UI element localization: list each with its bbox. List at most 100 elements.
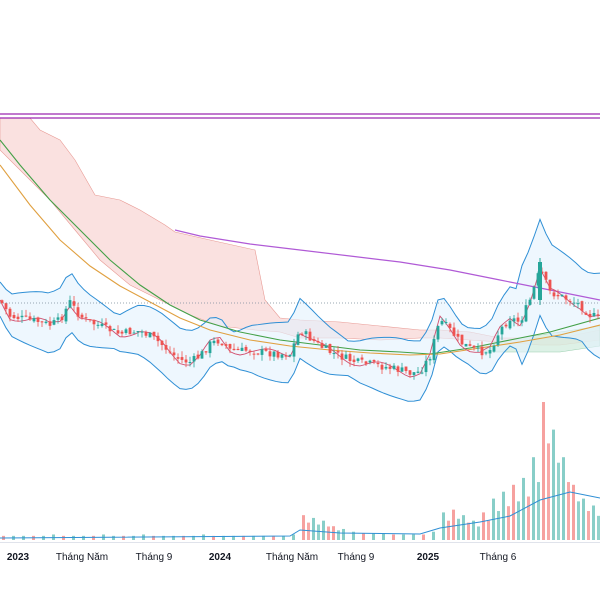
x-tick-label: 2023 bbox=[6, 552, 30, 563]
candle-body bbox=[204, 351, 208, 353]
volume-ma-line bbox=[0, 491, 600, 539]
candle-body bbox=[0, 300, 4, 304]
candle-body bbox=[16, 316, 20, 319]
volume-bar bbox=[462, 515, 465, 540]
volume-bar bbox=[342, 528, 345, 540]
candle-body bbox=[440, 321, 444, 325]
candle-body bbox=[292, 343, 296, 357]
ma-slow-line bbox=[0, 164, 600, 356]
candle-body bbox=[412, 372, 416, 375]
candle-body bbox=[444, 322, 448, 324]
candle-body bbox=[264, 348, 268, 351]
volume-bar bbox=[502, 491, 505, 540]
volume-bar bbox=[292, 534, 295, 540]
price-volume-chart[interactable] bbox=[0, 0, 600, 542]
candle-body bbox=[148, 332, 152, 338]
candle-body bbox=[448, 323, 452, 328]
volume-bar bbox=[252, 535, 255, 540]
volume-bar bbox=[572, 484, 575, 540]
candle-body bbox=[328, 343, 332, 353]
candle-body bbox=[200, 351, 204, 359]
candle-body bbox=[516, 317, 520, 322]
candle-body bbox=[56, 317, 60, 320]
candle-body bbox=[240, 347, 244, 351]
candle-body bbox=[364, 361, 368, 364]
candle-body bbox=[20, 315, 24, 318]
candle-body bbox=[144, 332, 148, 336]
candle-body bbox=[268, 351, 272, 357]
volume-bar bbox=[532, 457, 535, 540]
candle-body bbox=[192, 356, 196, 362]
candle-body bbox=[588, 313, 592, 318]
candle-body bbox=[332, 353, 336, 355]
ma-mid-line bbox=[0, 139, 600, 355]
volume-bar bbox=[487, 520, 490, 540]
candle-body bbox=[224, 344, 228, 346]
bollinger-bands bbox=[0, 218, 600, 402]
volume-bar bbox=[507, 506, 510, 540]
candle-body bbox=[180, 357, 184, 360]
candle-body bbox=[152, 331, 156, 337]
volume-bar bbox=[372, 533, 375, 540]
candle-body bbox=[380, 364, 384, 370]
volume-bar bbox=[302, 515, 305, 540]
candle-body bbox=[256, 353, 260, 355]
candle-body bbox=[524, 305, 528, 322]
candle-body bbox=[140, 331, 144, 333]
x-tick-label: Tháng 6 bbox=[479, 552, 517, 563]
volume-bar bbox=[242, 535, 245, 540]
candle-body bbox=[288, 354, 292, 357]
candle-body bbox=[248, 350, 252, 352]
volume-bar bbox=[262, 535, 265, 540]
candle-body bbox=[172, 352, 176, 356]
volume-bar bbox=[527, 496, 530, 540]
candle-body bbox=[344, 354, 348, 359]
candle-body bbox=[160, 340, 164, 346]
candle-body bbox=[468, 344, 472, 346]
candlesticks[interactable] bbox=[0, 258, 600, 380]
candle-body bbox=[368, 360, 372, 363]
candle-body bbox=[64, 308, 68, 322]
candle-body bbox=[300, 333, 304, 335]
candle-body bbox=[416, 371, 420, 373]
candle-body bbox=[220, 343, 224, 346]
volume-bar bbox=[132, 535, 135, 540]
volume-bar bbox=[467, 522, 470, 540]
candle-body bbox=[84, 317, 88, 319]
candle-body bbox=[48, 321, 52, 326]
candle-body bbox=[564, 295, 568, 300]
bollinger-upper bbox=[0, 218, 600, 342]
volume-bar bbox=[202, 534, 205, 540]
candle-body bbox=[260, 349, 264, 355]
candle-body bbox=[296, 334, 300, 345]
candle-body bbox=[52, 320, 56, 325]
ma-long-line bbox=[174, 229, 600, 301]
volume-bar bbox=[472, 520, 475, 540]
volume-bar bbox=[557, 462, 560, 540]
volume-bar bbox=[312, 517, 315, 540]
volume-bar bbox=[152, 535, 155, 540]
candle-body bbox=[196, 354, 200, 359]
candle-body bbox=[324, 345, 328, 348]
candle-body bbox=[40, 321, 44, 323]
volume-bar bbox=[562, 457, 565, 540]
candle-body bbox=[168, 351, 172, 353]
candle-body bbox=[104, 322, 108, 325]
volume-bar bbox=[402, 534, 405, 540]
volume-bar bbox=[122, 535, 125, 540]
volume-bar bbox=[597, 515, 600, 540]
candle-body bbox=[232, 348, 236, 351]
volume-bar bbox=[222, 535, 225, 540]
candle-body bbox=[132, 332, 136, 334]
candle-body bbox=[508, 320, 512, 329]
candle-body bbox=[408, 370, 412, 375]
volume-bar bbox=[582, 498, 585, 540]
candle-body bbox=[228, 343, 232, 349]
overlay-lines bbox=[0, 113, 600, 304]
candle-body bbox=[528, 299, 532, 305]
candle-body bbox=[548, 279, 552, 291]
time-axis: 2023 Tháng Năm Tháng 9 2024 Tháng Năm Tháng 9… bbox=[0, 542, 600, 601]
candle-body bbox=[116, 330, 120, 334]
volume-bar bbox=[592, 505, 595, 540]
volume-bar bbox=[432, 531, 435, 540]
